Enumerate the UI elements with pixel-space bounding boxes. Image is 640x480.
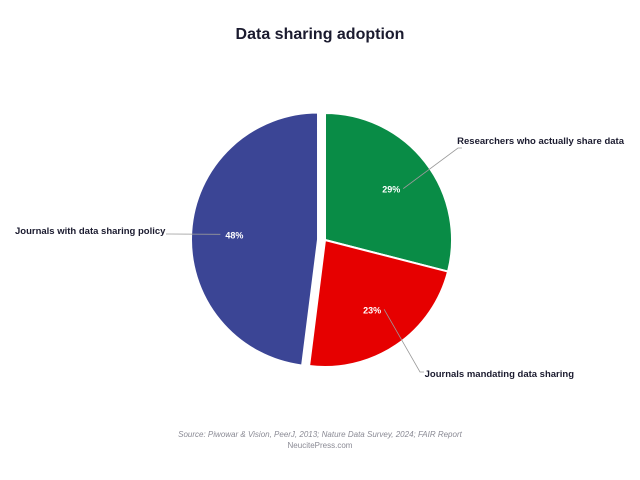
slice-percent-label: 48% [225, 230, 243, 240]
slice-percent-label: 23% [363, 305, 381, 315]
source-site: NeucitePress.com [287, 441, 353, 450]
slice-percent-label: 29% [382, 185, 400, 195]
leader-line [383, 309, 424, 373]
slice-category-label: Journals with data sharing policy [15, 226, 166, 237]
leader-lines [166, 147, 462, 373]
pie-slice-journals-mandating-data-sharing [307, 238, 450, 368]
slice-category-label: Researchers who actually share data [457, 136, 625, 147]
slice-category-label: Journals mandating data sharing [425, 369, 575, 380]
pie-slices [190, 111, 453, 368]
pie-labels: 29% Researchers who actually share data 23… [15, 136, 625, 380]
leader-line [402, 147, 462, 189]
pie-slice-researchers-who-actually-share-data [324, 111, 453, 273]
chart-title: Data sharing adoption [235, 26, 405, 43]
pie-slice-journals-with-data-sharing-policy [190, 111, 320, 367]
source-citation: Source: Piwowar & Vision, PeerJ, 2013; N… [178, 430, 462, 439]
